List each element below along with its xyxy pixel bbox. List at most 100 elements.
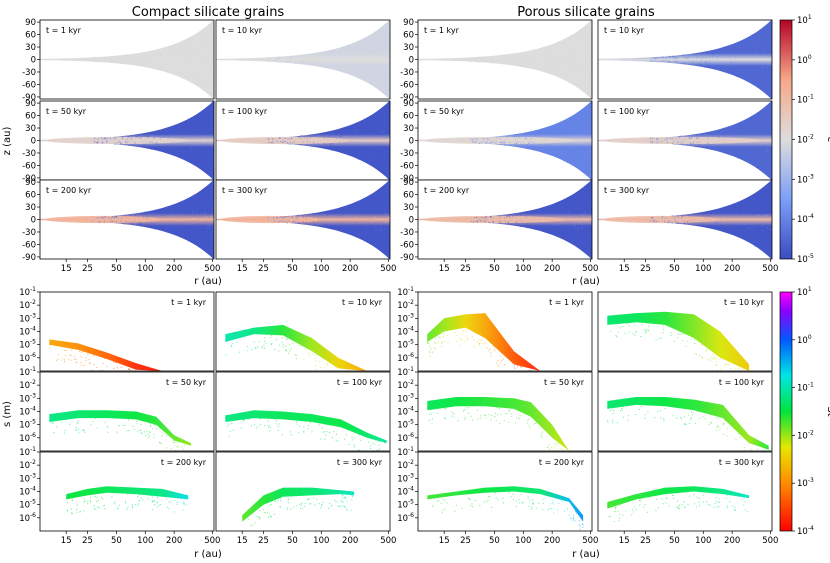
particle-point (381, 165, 383, 167)
particle-point (491, 415, 493, 417)
particle-point (209, 107, 211, 109)
particle-point (378, 448, 381, 450)
particle-point (331, 143, 333, 145)
particle-point (624, 332, 626, 334)
particle-point (315, 219, 317, 221)
particle-point (151, 218, 153, 220)
particle-point (670, 138, 672, 140)
particle-point (752, 147, 754, 149)
particle-point (670, 334, 672, 337)
particle-point (432, 506, 434, 508)
particle-point (696, 141, 698, 143)
particle-point (474, 499, 476, 501)
particle-point (479, 504, 481, 506)
particle-point (743, 497, 745, 499)
particle-point (481, 57, 483, 60)
x-tick-label: 50 (489, 264, 500, 274)
particle-point (300, 135, 302, 137)
particle-point (148, 224, 150, 226)
particle-point (191, 46, 193, 48)
particle-point (318, 213, 320, 215)
particle-point (340, 138, 342, 141)
particle-point (151, 509, 154, 511)
particle-point (515, 221, 517, 224)
particle-point (572, 123, 574, 125)
particle-point (150, 211, 152, 213)
particle-point (494, 492, 496, 494)
particle-point (272, 138, 274, 140)
y-tick-label: -90 (400, 93, 414, 103)
particle-point (277, 499, 279, 502)
particle-point (464, 341, 466, 343)
particle-point (750, 117, 752, 119)
particle-point (534, 130, 536, 132)
particle-point (276, 216, 278, 218)
particle-point (643, 506, 645, 508)
particle-point (361, 38, 363, 41)
particle-point (490, 216, 492, 218)
particle-point (732, 69, 734, 72)
particle-point (368, 146, 370, 148)
particle-point (463, 410, 465, 412)
particle-point (430, 413, 432, 415)
particle-point (556, 56, 558, 58)
particle-point (298, 59, 300, 62)
particle-point (573, 514, 575, 516)
particle-point (157, 216, 159, 218)
particle-point (476, 58, 478, 61)
particle-point (765, 215, 768, 217)
particle-point (747, 226, 749, 228)
particle-point (440, 502, 442, 504)
particle-point (515, 57, 517, 60)
particle-point (347, 147, 349, 149)
particle-point (662, 59, 664, 61)
particle-point (312, 145, 314, 147)
particle-point (527, 226, 529, 228)
particle-point (64, 349, 66, 351)
particle-point (514, 367, 516, 369)
particle-point (268, 140, 270, 142)
particle-point (515, 505, 518, 508)
grain-size-band (49, 339, 163, 371)
particle-point (189, 45, 191, 47)
x-tick-label: 25 (460, 264, 471, 274)
particle-point (713, 506, 715, 508)
particle-point (111, 217, 113, 219)
particle-point (688, 215, 690, 217)
particle-point (547, 48, 549, 50)
particle-point (327, 218, 329, 220)
particle-point (198, 74, 200, 76)
particle-point (100, 57, 102, 59)
particle-point (519, 502, 521, 504)
particle-point (301, 503, 303, 505)
particle-point (635, 331, 637, 333)
colorbar-label: ε (825, 137, 830, 142)
particle-point (462, 329, 464, 332)
particle-point (659, 410, 662, 412)
y-tick-label: 10-4 (397, 326, 414, 338)
particle-point (117, 218, 119, 220)
y-tick-label: 90 (403, 18, 414, 28)
particle-point (505, 54, 507, 57)
particle-point (144, 133, 146, 136)
particle-point (311, 218, 313, 220)
particle-point (129, 221, 131, 223)
particle-point (478, 61, 480, 63)
particle-point (259, 517, 261, 519)
particle-point (287, 138, 289, 140)
particle-point (323, 213, 325, 215)
particle-point (351, 233, 353, 235)
particle-point (610, 330, 612, 332)
particle-point (750, 449, 752, 451)
particle-point (271, 58, 273, 60)
x-tick-label: 500 (582, 536, 598, 546)
particle-point (83, 501, 85, 503)
particle-point (337, 66, 339, 68)
particle-point (747, 43, 750, 46)
particle-point (548, 443, 550, 445)
particle-point (653, 60, 655, 62)
particle-point (295, 358, 298, 360)
particle-point (167, 53, 170, 55)
particle-point (360, 238, 362, 240)
